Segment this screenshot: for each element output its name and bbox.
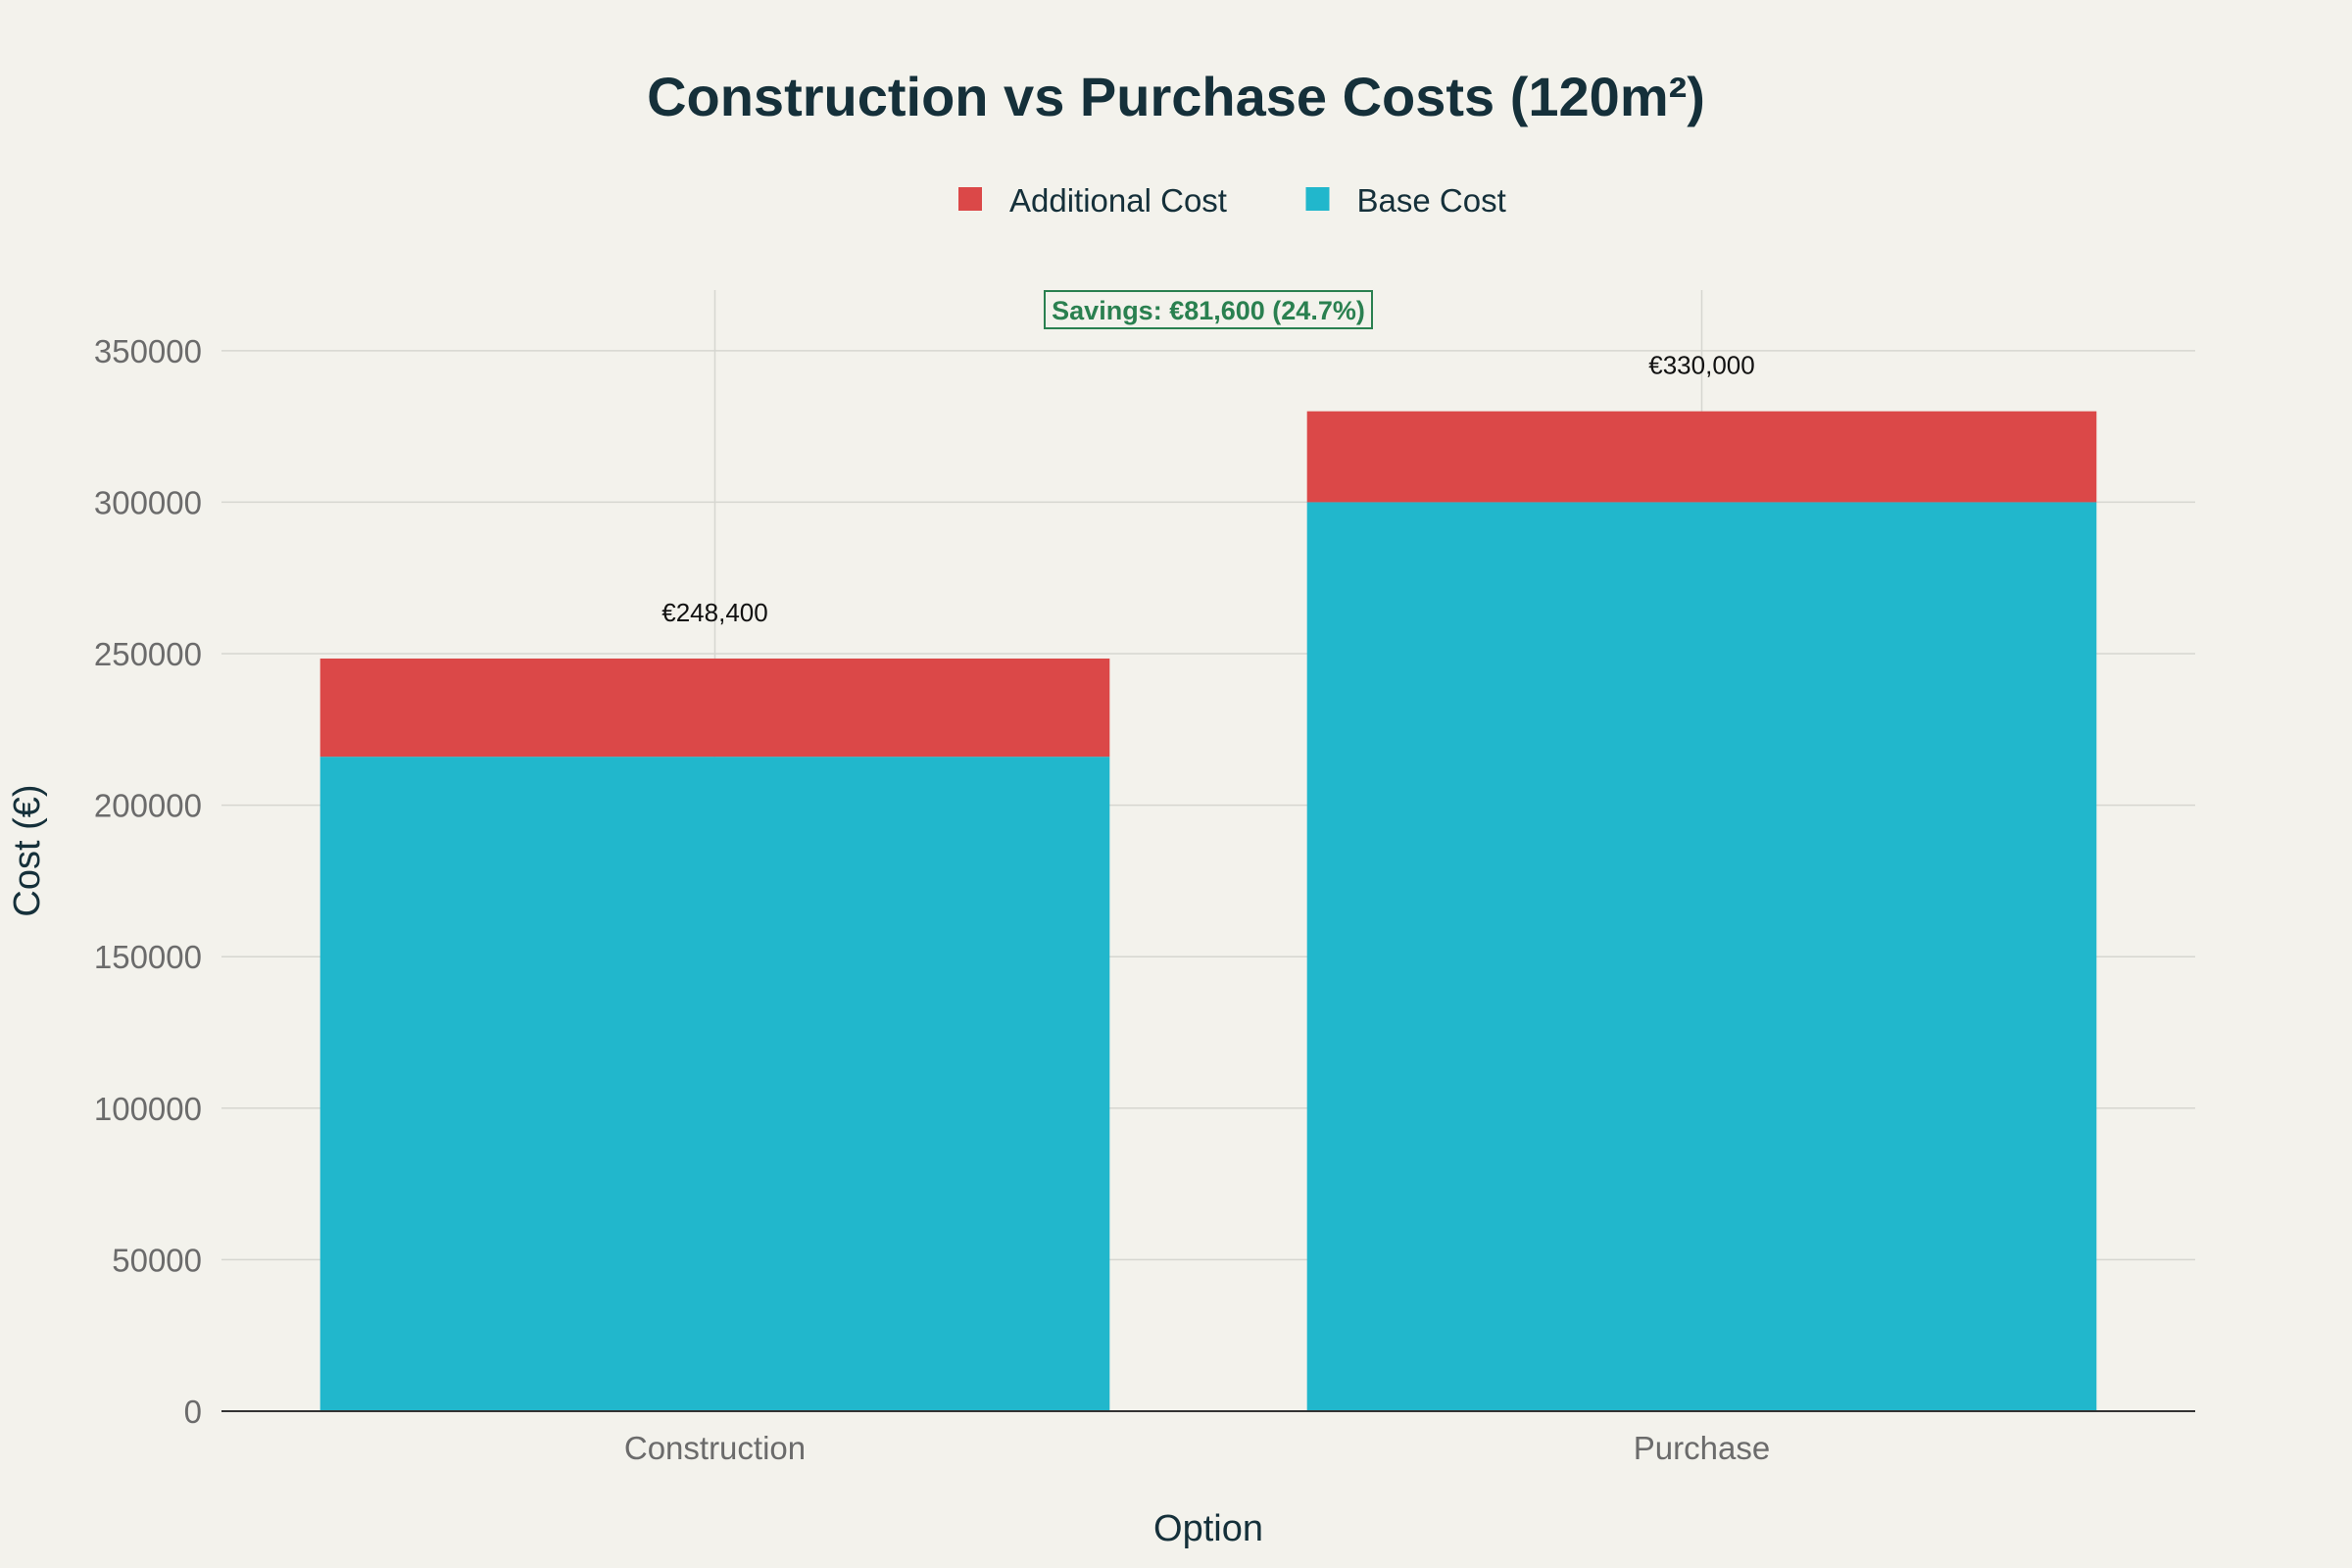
legend-swatch bbox=[1305, 187, 1330, 211]
x-tick-label: Construction bbox=[624, 1430, 806, 1466]
x-tick-label: Purchase bbox=[1634, 1430, 1770, 1466]
bar-purchase-base-cost bbox=[1306, 502, 2097, 1411]
annotation-text: Savings: €81,600 (24.7%) bbox=[1052, 296, 1365, 325]
bar-total-label: €248,400 bbox=[662, 598, 767, 627]
legend-swatch bbox=[958, 187, 982, 211]
chart-title: Construction vs Purchase Costs (120m²) bbox=[647, 66, 1705, 127]
annotation-box bbox=[1044, 290, 1373, 329]
y-tick-label: 300000 bbox=[94, 484, 202, 520]
legend: Additional Cost Base Cost bbox=[958, 182, 1506, 219]
bars: €248,400 €330,000 bbox=[319, 351, 2097, 1411]
savings-annotation: Savings: €81,600 (24.7%) bbox=[1044, 290, 1373, 329]
legend-label: Additional Cost bbox=[1009, 182, 1227, 219]
y-axis-title: Cost (€) bbox=[7, 784, 48, 916]
y-tick-label: 100000 bbox=[94, 1091, 202, 1127]
bar-construction-additional-cost bbox=[319, 658, 1110, 758]
y-tick-label: 0 bbox=[184, 1394, 202, 1430]
legend-label: Base Cost bbox=[1357, 182, 1506, 219]
y-tick-label: 200000 bbox=[94, 788, 202, 824]
y-tick-label: 250000 bbox=[94, 636, 202, 672]
y-tick-label: 50000 bbox=[112, 1242, 202, 1278]
y-tick-label: 150000 bbox=[94, 939, 202, 975]
x-axis-ticks: Construction Purchase bbox=[624, 1430, 1770, 1466]
x-axis-title: Option bbox=[1153, 1508, 1263, 1549]
bar-total-label: €330,000 bbox=[1648, 351, 1754, 380]
y-axis-ticks: 0 50000 100000 150000 200000 250000 300000 3500… bbox=[94, 333, 202, 1430]
bar-construction-base-cost bbox=[319, 757, 1110, 1411]
y-tick-label: 350000 bbox=[94, 333, 202, 369]
bar-purchase-additional-cost bbox=[1306, 411, 2097, 503]
